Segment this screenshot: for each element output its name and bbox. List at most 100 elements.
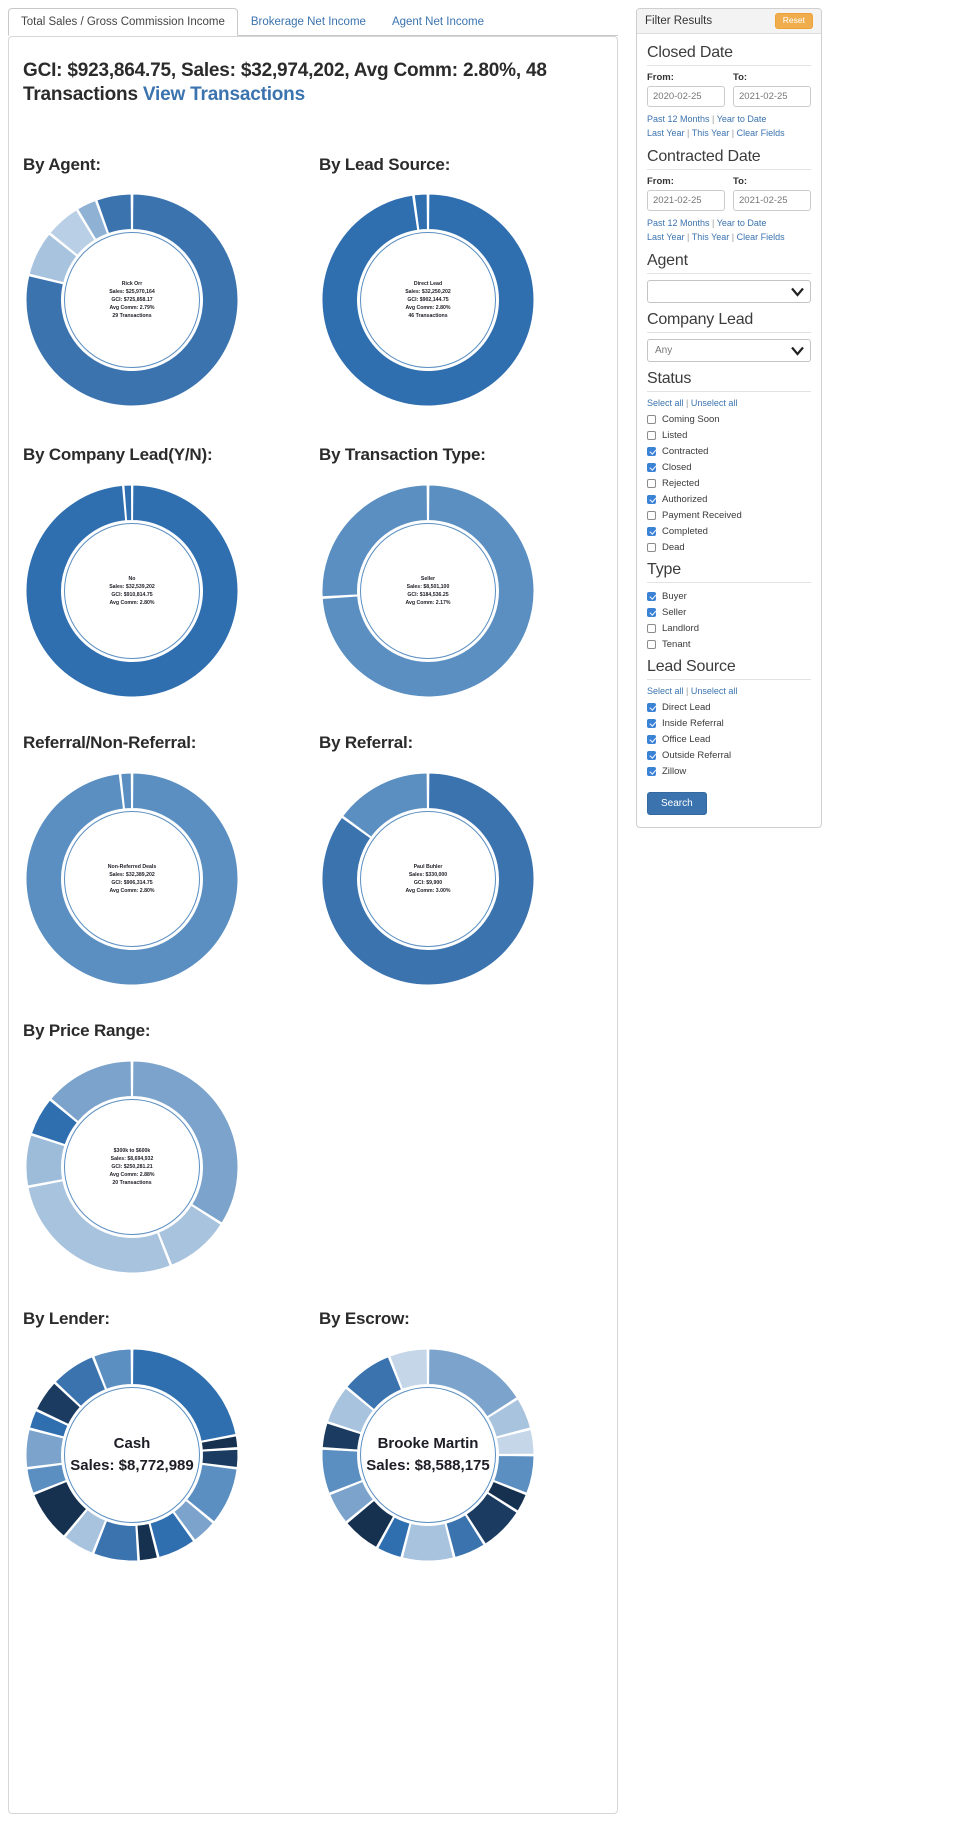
- pie-slice[interactable]: [54, 1356, 107, 1408]
- contracted-last-year-link[interactable]: Last Year: [647, 231, 685, 242]
- pie-slice[interactable]: [25, 1428, 65, 1468]
- pie-slice[interactable]: [35, 1382, 81, 1426]
- donut-by-agent[interactable]: Rick Orr Sales: $25,970,164 GCI: $725,858.…: [24, 192, 240, 408]
- pie-slice[interactable]: [487, 1480, 527, 1512]
- pie-slice[interactable]: [321, 1448, 363, 1494]
- pie-slice[interactable]: [321, 772, 535, 986]
- pie-slice[interactable]: [377, 1516, 411, 1559]
- closed-date-from-input[interactable]: [647, 86, 725, 107]
- closed-last-year-link[interactable]: Last Year: [647, 127, 685, 138]
- contracted-year-to-date-link[interactable]: Year to Date: [716, 218, 767, 228]
- pie-slice[interactable]: [25, 484, 239, 698]
- lead-source-select-all-link[interactable]: Select all: [647, 686, 684, 696]
- status-item-checkbox[interactable]: [647, 495, 656, 504]
- company-lead-select[interactable]: Any: [647, 339, 811, 362]
- lead-source-item-checkbox[interactable]: [647, 719, 656, 728]
- pie-slice[interactable]: [96, 193, 132, 235]
- donut-referral-non-referral[interactable]: Non-Referred Deals Sales: $32,389,202 GCI:…: [24, 771, 240, 987]
- agent-select[interactable]: [647, 280, 811, 303]
- pie-slice[interactable]: [123, 484, 133, 522]
- pie-slice[interactable]: [321, 484, 428, 598]
- pie-slice[interactable]: [28, 1409, 69, 1438]
- pie-slice[interactable]: [25, 193, 239, 407]
- type-item-checkbox[interactable]: [647, 608, 656, 617]
- status-item-row[interactable]: Payment Received: [647, 510, 811, 521]
- pie-slice[interactable]: [50, 1060, 132, 1123]
- type-item-row[interactable]: Landlord: [647, 623, 811, 634]
- pie-slice[interactable]: [132, 1060, 239, 1224]
- status-item-checkbox[interactable]: [647, 431, 656, 440]
- lead-source-item-row[interactable]: Zillow: [647, 766, 811, 777]
- status-item-checkbox[interactable]: [647, 511, 656, 520]
- pie-slice[interactable]: [33, 1480, 88, 1537]
- pie-slice[interactable]: [326, 1387, 375, 1434]
- contracted-this-year-link[interactable]: This Year: [691, 231, 730, 242]
- type-item-row[interactable]: Buyer: [647, 591, 811, 602]
- contracted-date-to-input[interactable]: [733, 190, 811, 211]
- status-item-checkbox[interactable]: [647, 415, 656, 424]
- status-item-row[interactable]: Completed: [647, 526, 811, 537]
- pie-slice[interactable]: [49, 209, 96, 257]
- status-item-checkbox[interactable]: [647, 479, 656, 488]
- pie-slice[interactable]: [321, 484, 535, 698]
- pie-slice[interactable]: [26, 1463, 67, 1494]
- reset-button[interactable]: Reset: [774, 13, 813, 29]
- type-item-checkbox[interactable]: [647, 624, 656, 633]
- type-item-row[interactable]: Seller: [647, 607, 811, 618]
- pie-slice[interactable]: [157, 1204, 222, 1266]
- pie-slice[interactable]: [64, 1508, 107, 1554]
- lead-source-item-row[interactable]: Inside Referral: [647, 718, 811, 729]
- closed-past-12-months-link[interactable]: Past 12 Months: [647, 114, 710, 124]
- contracted-date-from-input[interactable]: [647, 190, 725, 211]
- tab-agent-net-income[interactable]: Agent Net Income: [391, 16, 484, 28]
- pie-slice[interactable]: [445, 1514, 485, 1559]
- lead-source-item-checkbox[interactable]: [647, 735, 656, 744]
- pie-slice[interactable]: [342, 772, 428, 838]
- lead-source-unselect-all-link[interactable]: Unselect all: [690, 686, 738, 696]
- donut-by-price-range[interactable]: $300k to $600k Sales: $8,694,932 GCI: $250…: [24, 1059, 240, 1275]
- pie-slice[interactable]: [428, 1348, 518, 1418]
- pie-slice[interactable]: [149, 1511, 195, 1559]
- donut-by-transaction-type[interactable]: Seller Sales: $8,501,100 GCI: $184,536.25 A…: [320, 483, 536, 699]
- donut-by-referral[interactable]: Paul Buhler Sales: $330,000 GCI: $9,900 Avg…: [320, 771, 536, 987]
- pie-slice[interactable]: [321, 193, 535, 407]
- status-item-checkbox[interactable]: [647, 543, 656, 552]
- status-item-row[interactable]: Listed: [647, 430, 811, 441]
- pie-slice[interactable]: [185, 1463, 238, 1523]
- pie-slice[interactable]: [93, 1348, 132, 1390]
- closed-date-to-input[interactable]: [733, 86, 811, 107]
- search-button[interactable]: Search: [647, 792, 707, 815]
- lead-source-item-checkbox[interactable]: [647, 703, 656, 712]
- status-item-row[interactable]: Closed: [647, 462, 811, 473]
- pie-slice[interactable]: [93, 1520, 139, 1562]
- lead-source-item-checkbox[interactable]: [647, 767, 656, 776]
- pie-slice[interactable]: [173, 1499, 214, 1541]
- pie-slice[interactable]: [346, 1499, 395, 1549]
- status-item-row[interactable]: Coming Soon: [647, 414, 811, 425]
- status-item-checkbox[interactable]: [647, 463, 656, 472]
- status-item-checkbox[interactable]: [647, 527, 656, 536]
- pie-slice[interactable]: [201, 1448, 239, 1468]
- type-item-checkbox[interactable]: [647, 640, 656, 649]
- pie-slice[interactable]: [321, 1422, 362, 1451]
- pie-slice[interactable]: [487, 1398, 532, 1438]
- pie-slice[interactable]: [132, 1348, 237, 1442]
- lead-source-item-row[interactable]: Office Lead: [647, 734, 811, 745]
- tab-total-sales-gci[interactable]: Total Sales / Gross Commission Income: [8, 8, 238, 36]
- lead-source-item-row[interactable]: Outside Referral: [647, 750, 811, 761]
- pie-slice[interactable]: [200, 1435, 239, 1451]
- type-item-row[interactable]: Tenant: [647, 639, 811, 650]
- pie-slice[interactable]: [413, 193, 428, 231]
- pie-slice[interactable]: [27, 1180, 171, 1274]
- closed-this-year-link[interactable]: This Year: [691, 127, 730, 138]
- contracted-past-12-months-link[interactable]: Past 12 Months: [647, 218, 710, 228]
- pie-slice[interactable]: [389, 1348, 428, 1390]
- status-select-all-link[interactable]: Select all: [647, 398, 684, 408]
- donut-by-lead-source[interactable]: Direct Lead Sales: $32,250,202 GCI: $902,1…: [320, 192, 536, 408]
- status-item-row[interactable]: Rejected: [647, 478, 811, 489]
- pie-slice[interactable]: [120, 772, 133, 810]
- pie-slice[interactable]: [25, 1134, 66, 1187]
- pie-slice[interactable]: [30, 1099, 79, 1146]
- status-item-row[interactable]: Contracted: [647, 446, 811, 457]
- donut-by-escrow[interactable]: Brooke Martin Sales: $8,588,175: [320, 1347, 536, 1563]
